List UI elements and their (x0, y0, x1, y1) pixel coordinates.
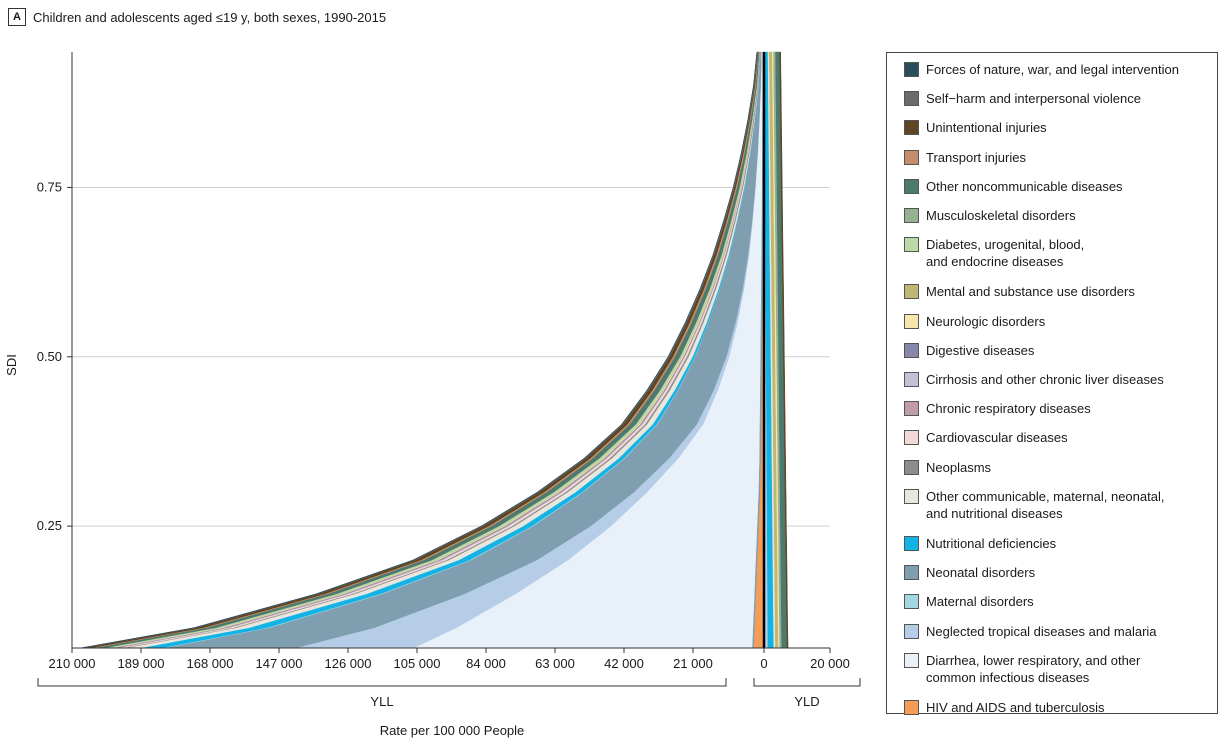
legend-item: Digestive diseases (904, 342, 1034, 359)
yld-bracket (753, 678, 861, 687)
legend-item: Self−harm and interpersonal violence (904, 90, 1141, 107)
legend-swatch (904, 178, 919, 194)
legend-label: Cardiovascular diseases (926, 430, 1068, 446)
legend-label: Unintentional injuries (926, 120, 1047, 136)
legend-item: Mental and substance use disorders (904, 283, 1135, 300)
yll-area-forces-of-nature-war-and-legal-intervention (80, 51, 758, 649)
legend-swatch (904, 237, 919, 253)
legend-swatch (904, 488, 919, 504)
panel-title: Children and adolescents aged ≤19 y, bot… (33, 9, 387, 25)
legend-swatch (904, 120, 919, 136)
legend-label: HIV and AIDS and tuberculosis (926, 700, 1105, 715)
legend-label: Neurologic disorders (926, 313, 1046, 329)
yll-x-tick-label: 168 000 (187, 656, 234, 671)
y-tick-label: 0.50 (37, 349, 62, 364)
yll-x-tick-label: 63 000 (535, 656, 575, 671)
legend-label: Other communicable, maternal, neonatal, … (926, 488, 1165, 521)
legend-swatch (904, 536, 919, 551)
legend-swatch (904, 623, 919, 639)
legend-label: Nutritional deficiencies (926, 536, 1057, 551)
legend-label: Neoplasms (926, 459, 992, 475)
yld-x-tick-label: 0 (760, 656, 767, 671)
legend-swatch (904, 594, 919, 610)
y-tick-label: 0.75 (37, 179, 62, 194)
legend-label: Other noncommunicable diseases (926, 178, 1123, 194)
legend-item: Nutritional deficiencies (904, 535, 1056, 552)
legend-label: Chronic respiratory diseases (926, 401, 1091, 417)
yll-x-tick-label: 84 000 (466, 656, 506, 671)
legend-item: Maternal disorders (904, 593, 1034, 610)
legend-item: Cardiovascular diseases (904, 429, 1068, 446)
legend-swatch (904, 149, 919, 165)
legend-item: Unintentional injuries (904, 119, 1047, 136)
yld-area-unintentional-injuries (779, 51, 789, 649)
yll-x-tick-label: 21 000 (673, 656, 713, 671)
chart: 0.25 0.50 0.75 210 000 189 000 168 000 147 000… (4, 51, 861, 738)
legend: Forces of nature, war, and legal interve… (886, 52, 1218, 716)
legend-item: Other communicable, maternal, neonatal, … (904, 488, 1164, 522)
legend-item: Neonatal disorders (904, 564, 1035, 581)
yld-stacked-area (752, 51, 789, 649)
yll-stacked-area (80, 51, 763, 649)
legend-swatch (904, 342, 919, 358)
legend-swatch (904, 91, 919, 107)
legend-swatch (904, 401, 919, 417)
legend-swatch (904, 208, 919, 223)
panel-letter: A (8, 8, 26, 26)
panel-header: A Children and adolescents aged ≤19 y, b… (8, 6, 386, 28)
legend-item: Forces of nature, war, and legal interve… (904, 61, 1179, 78)
legend-label: Diabetes, urogenital, blood, and endocri… (926, 237, 1085, 270)
legend-item: Neurologic disorders (904, 313, 1045, 330)
legend-label: Cirrhosis and other chronic liver diseas… (926, 372, 1164, 387)
legend-swatch (904, 459, 919, 475)
legend-swatch (904, 62, 919, 77)
legend-swatch (904, 372, 919, 387)
x-axis-label: Rate per 100 000 People (380, 723, 525, 738)
legend-item: Neoplasms (904, 459, 991, 476)
yld-x-tick-label: 20 000 (810, 656, 850, 671)
legend-label: Neonatal disorders (926, 565, 1036, 581)
legend-label: Mental and substance use disorders (926, 284, 1135, 300)
legend-swatch (904, 284, 919, 300)
legend-swatch (904, 565, 919, 581)
yll-x-tick-label: 210 000 (49, 656, 96, 671)
y-tick-label: 0.25 (37, 518, 62, 533)
legend-label: Forces of nature, war, and legal interve… (926, 62, 1179, 77)
legend-item: Diabetes, urogenital, blood, and endocri… (904, 236, 1084, 270)
legend-item: Chronic respiratory diseases (904, 400, 1091, 417)
yll-bracket (37, 678, 727, 687)
legend-label: Digestive diseases (926, 342, 1035, 358)
legend-swatch (904, 430, 919, 446)
y-axis-label: SDI (4, 354, 19, 376)
legend-item: Other noncommunicable diseases (904, 178, 1123, 195)
yld-group-label: YLD (794, 694, 819, 709)
axes: 0.25 0.50 0.75 210 000 189 000 168 000 147 000… (37, 52, 861, 687)
legend-swatch (904, 313, 919, 329)
legend-label: Maternal disorders (926, 594, 1034, 610)
yll-x-tick-label: 147 000 (256, 656, 303, 671)
legend-item: HIV and AIDS and tuberculosis (904, 699, 1105, 716)
legend-item: Diarrhea, lower respiratory, and other c… (904, 652, 1140, 686)
legend-item: Musculoskeletal disorders (904, 207, 1076, 224)
legend-item: Transport injuries (904, 149, 1026, 166)
legend-label: Musculoskeletal disorders (926, 208, 1076, 223)
yll-group-label: YLL (370, 694, 393, 709)
legend-swatch (904, 652, 919, 668)
legend-item: Cirrhosis and other chronic liver diseas… (904, 371, 1164, 388)
yll-x-tick-label: 126 000 (325, 656, 372, 671)
legend-label: Transport injuries (926, 149, 1026, 165)
yll-x-tick-label: 189 000 (118, 656, 165, 671)
legend-label: Self−harm and interpersonal violence (926, 91, 1141, 107)
yll-x-tick-label: 42 000 (604, 656, 644, 671)
legend-label: Neglected tropical diseases and malaria (926, 623, 1157, 639)
legend-item: Neglected tropical diseases and malaria (904, 623, 1157, 640)
legend-swatch (904, 700, 919, 715)
legend-label: Diarrhea, lower respiratory, and other c… (926, 652, 1141, 685)
yll-x-tick-label: 105 000 (394, 656, 441, 671)
